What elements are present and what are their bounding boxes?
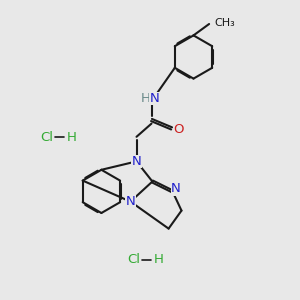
- Text: H: H: [141, 92, 151, 105]
- Text: N: N: [150, 92, 159, 105]
- Text: N: N: [132, 155, 141, 168]
- Text: Cl: Cl: [40, 131, 53, 144]
- Text: N: N: [132, 155, 141, 168]
- Text: O: O: [173, 123, 184, 136]
- Text: CH₃: CH₃: [214, 18, 235, 28]
- Text: N: N: [126, 195, 135, 208]
- Text: H: H: [154, 253, 164, 266]
- Text: Cl: Cl: [127, 253, 140, 266]
- Text: H: H: [67, 131, 77, 144]
- Text: N: N: [171, 182, 181, 196]
